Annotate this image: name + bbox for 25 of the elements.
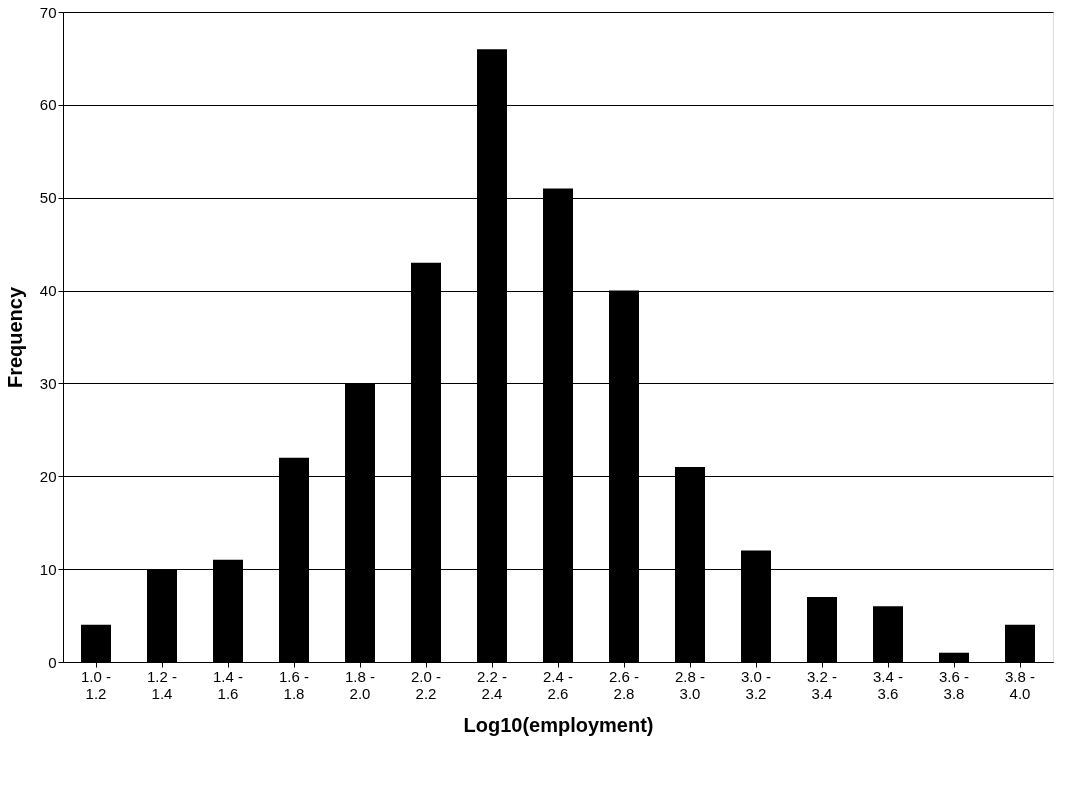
x-tick-label: 2.6 - 2.8 <box>608 667 640 702</box>
y-tick-label: 0 <box>48 653 57 671</box>
x-tick-label: 3.0 - 3.2 <box>740 667 772 702</box>
x-tick-label: 1.8 - 2.0 <box>344 667 376 702</box>
x-tick-label: 2.0 - 2.2 <box>410 667 442 702</box>
x-tick-label: 3.8 - 4.0 <box>1004 667 1036 702</box>
y-tick-label: 70 <box>39 3 57 21</box>
y-axis-title: Frequency <box>3 286 26 389</box>
x-tick-label: 2.4 - 2.6 <box>542 667 574 702</box>
x-tick-label: 3.6 - 3.8 <box>938 667 970 702</box>
y-tick-label: 60 <box>39 96 57 114</box>
x-tick-label: 2.2 - 2.4 <box>476 667 508 702</box>
x-tick-label: 2.8 - 3.0 <box>674 667 706 702</box>
y-tick-label: 40 <box>39 282 57 300</box>
y-tick-label: 30 <box>39 374 57 392</box>
x-tick-label: 1.6 - 1.8 <box>278 667 310 702</box>
y-tick-label: 10 <box>39 560 57 578</box>
x-tick-label: 1.0 - 1.2 <box>80 667 112 702</box>
x-tick-label: 3.2 - 3.4 <box>806 667 838 702</box>
x-axis-title: Log10(employment) <box>463 713 654 736</box>
x-tick-label: 1.2 - 1.4 <box>146 667 178 702</box>
y-tick-label: 20 <box>39 467 57 485</box>
x-tick-label: 1.4 - 1.6 <box>212 667 244 702</box>
x-tick-label: 3.4 - 3.6 <box>872 667 904 702</box>
y-tick-label: 50 <box>39 189 57 207</box>
